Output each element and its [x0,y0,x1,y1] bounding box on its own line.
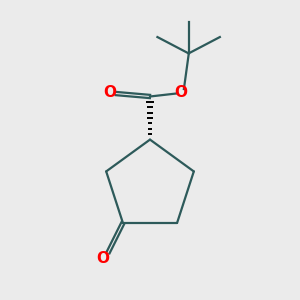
Text: O: O [174,85,187,100]
Text: O: O [103,85,116,100]
Text: O: O [96,251,109,266]
